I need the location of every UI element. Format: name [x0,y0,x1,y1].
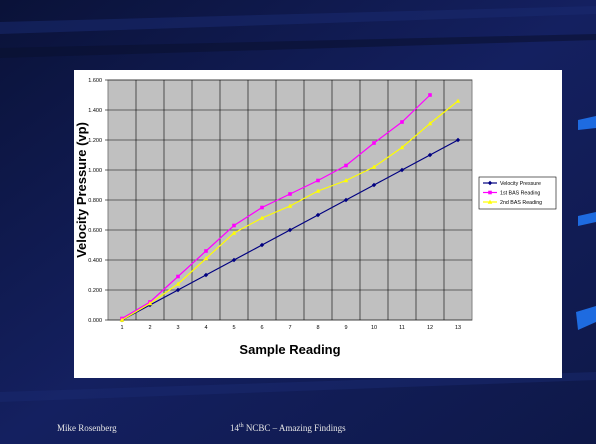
data-point [316,178,320,183]
x-tick-label: 7 [288,325,291,331]
y-tick-label: 0.200 [88,288,102,294]
data-point [288,192,292,196]
footer-event: 14th NCBC – Amazing Findings [230,423,346,433]
footer-ordinal-suffix: th [239,423,244,429]
data-point [287,227,293,233]
data-point [231,257,237,263]
data-point [231,230,237,235]
data-point [400,120,404,124]
data-point [204,249,208,253]
data-point [203,272,209,278]
y-axis-title: Velocity Pressure (vp) [74,122,89,258]
data-point [455,98,461,103]
data-point [427,121,433,126]
data-point [343,197,349,203]
y-tick-label: 0.400 [88,258,102,264]
footer-author: Mike Rosenberg [57,423,117,433]
data-point [260,205,264,210]
top-streak [0,6,596,34]
legend-label: 1st BAS Reading [500,191,540,197]
data-point [371,164,377,169]
x-tick-label: 9 [344,325,347,331]
right-accent [576,306,596,330]
x-tick-label: 13 [455,325,461,331]
right-accent [578,212,596,226]
x-axis-title: Sample Reading [239,342,340,357]
y-tick-label: 0.800 [88,198,102,204]
chart-legend: Velocity Pressure 1st BAS Reading 2nd BAS … [478,176,557,210]
data-point [175,287,181,293]
x-tick-label: 4 [204,325,207,331]
x-tick-label: 10 [371,325,377,331]
legend-label: Velocity Pressure [500,181,541,187]
footer-event-title: NCBC – Amazing Findings [243,423,346,433]
data-point [315,188,321,193]
x-tick-label: 1 [120,325,123,331]
data-point [175,281,181,286]
data-point [147,301,153,306]
y-tick-label: 0.600 [88,228,102,234]
data-point [487,199,493,204]
y-tick-label: 1.400 [88,108,102,114]
series-2nd-bas-reading [119,98,461,322]
top-streak [0,34,596,58]
velocity-pressure-chart: 0.000 0.200 0.400 0.600 0.800 1.000 1.200 1.400… [74,78,557,357]
x-tick-label: 3 [176,325,179,331]
series-line [121,94,431,320]
data-point [343,178,349,183]
x-tick-label: 5 [232,325,235,331]
y-tick-label: 1.000 [88,168,102,174]
x-tick-label: 2 [148,325,151,331]
data-point [287,203,293,208]
data-point [488,190,492,195]
bottom-streak [0,372,596,402]
footer-ordinal-number: 14 [230,423,239,433]
x-tick-label: 12 [427,325,433,331]
y-tick-label: 1.200 [88,138,102,144]
data-point [315,212,321,218]
data-point [203,256,209,261]
y-tick-label: 0.000 [88,318,102,324]
data-point [399,145,405,150]
data-point [232,223,236,228]
x-tick-label: 6 [260,325,263,331]
data-point [428,93,432,97]
chart-panel: 0.000 0.200 0.400 0.600 0.800 1.000 1.200 1.400… [74,70,562,378]
x-tick-label: 11 [399,325,405,331]
data-point [259,242,265,248]
data-point [176,274,180,279]
data-point [372,141,376,145]
y-tick-label: 1.600 [88,78,102,84]
right-accent [578,116,596,130]
data-point [119,317,125,322]
data-point [344,163,348,168]
legend-label: 2nd BAS Reading [500,200,542,206]
data-point [259,215,265,220]
x-tick-label: 8 [316,325,319,331]
